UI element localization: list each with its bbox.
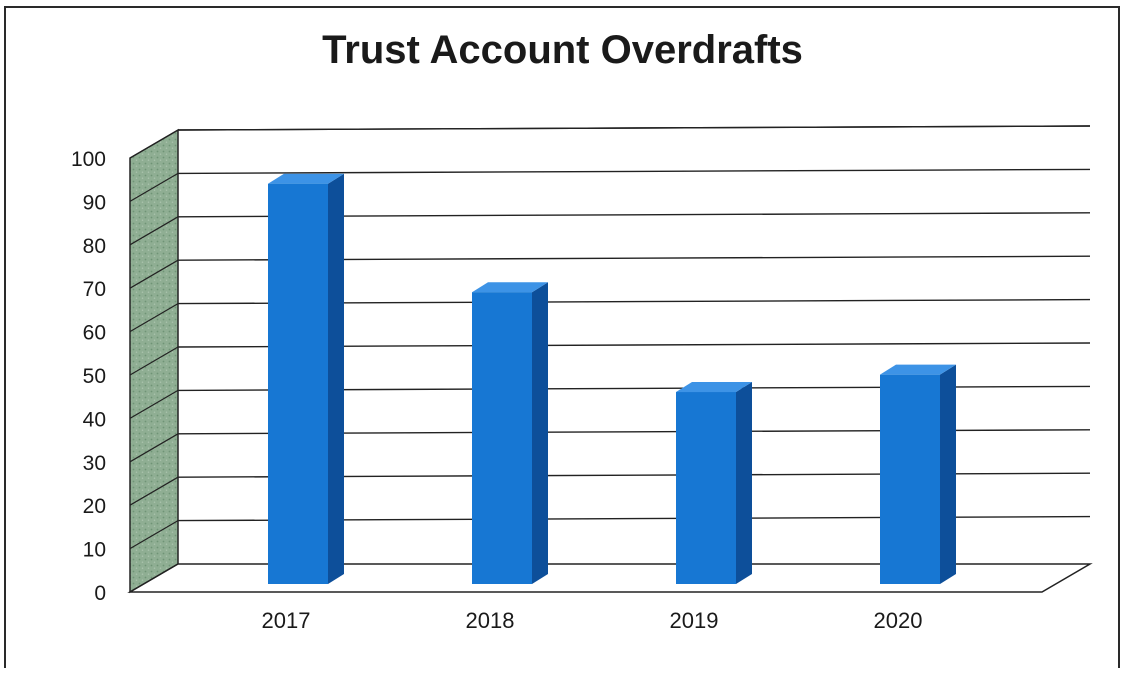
bar-top [880, 364, 956, 375]
wall-gridline [129, 259, 179, 289]
wall-gridline [129, 476, 179, 506]
bar-top [676, 382, 752, 393]
x-tick-label: 2018 [466, 608, 515, 633]
y-tick-label: 20 [83, 495, 106, 518]
wall-gridline [129, 216, 179, 246]
bar-front [676, 392, 736, 584]
y-tick-label: 0 [94, 582, 106, 605]
y-tick-label: 100 [71, 148, 106, 171]
wall-gridline [129, 389, 179, 419]
bar-front [268, 183, 328, 584]
wall-gridline [129, 303, 179, 333]
y-tick-label: 90 [83, 191, 106, 214]
bar [676, 382, 752, 584]
wall-gridline [129, 129, 179, 159]
chart-title: Trust Account Overdrafts [322, 28, 803, 72]
bar-top [472, 282, 548, 293]
bar [880, 364, 956, 584]
y-tick-label: 60 [83, 322, 106, 345]
bar-top [268, 173, 344, 184]
bar-side [940, 364, 956, 584]
wall-gridline [129, 563, 179, 593]
y-tick-label: 70 [83, 278, 106, 301]
wall-gridline [129, 346, 179, 376]
wall-gridline [129, 520, 179, 550]
chart-frame [4, 6, 1120, 668]
gridline [177, 168, 1091, 175]
y-tick-label: 40 [83, 408, 106, 431]
bar-side [328, 173, 344, 584]
bar-side [736, 382, 752, 584]
y-tick-label: 80 [83, 235, 106, 258]
bar [472, 282, 548, 584]
wall-gridline [129, 433, 179, 463]
wall-gridline [129, 172, 179, 202]
bar-front [880, 374, 940, 584]
x-tick-label: 2019 [670, 608, 719, 633]
bar-side [532, 282, 548, 584]
y-tick-label: 30 [83, 452, 106, 475]
x-tick-label: 2020 [874, 608, 923, 633]
x-tick-label: 2017 [262, 608, 311, 633]
y-tick-label: 50 [83, 365, 106, 388]
bar [268, 173, 344, 584]
gridline [177, 125, 1091, 131]
y-tick-label: 10 [83, 539, 106, 562]
bar-front [472, 292, 532, 584]
